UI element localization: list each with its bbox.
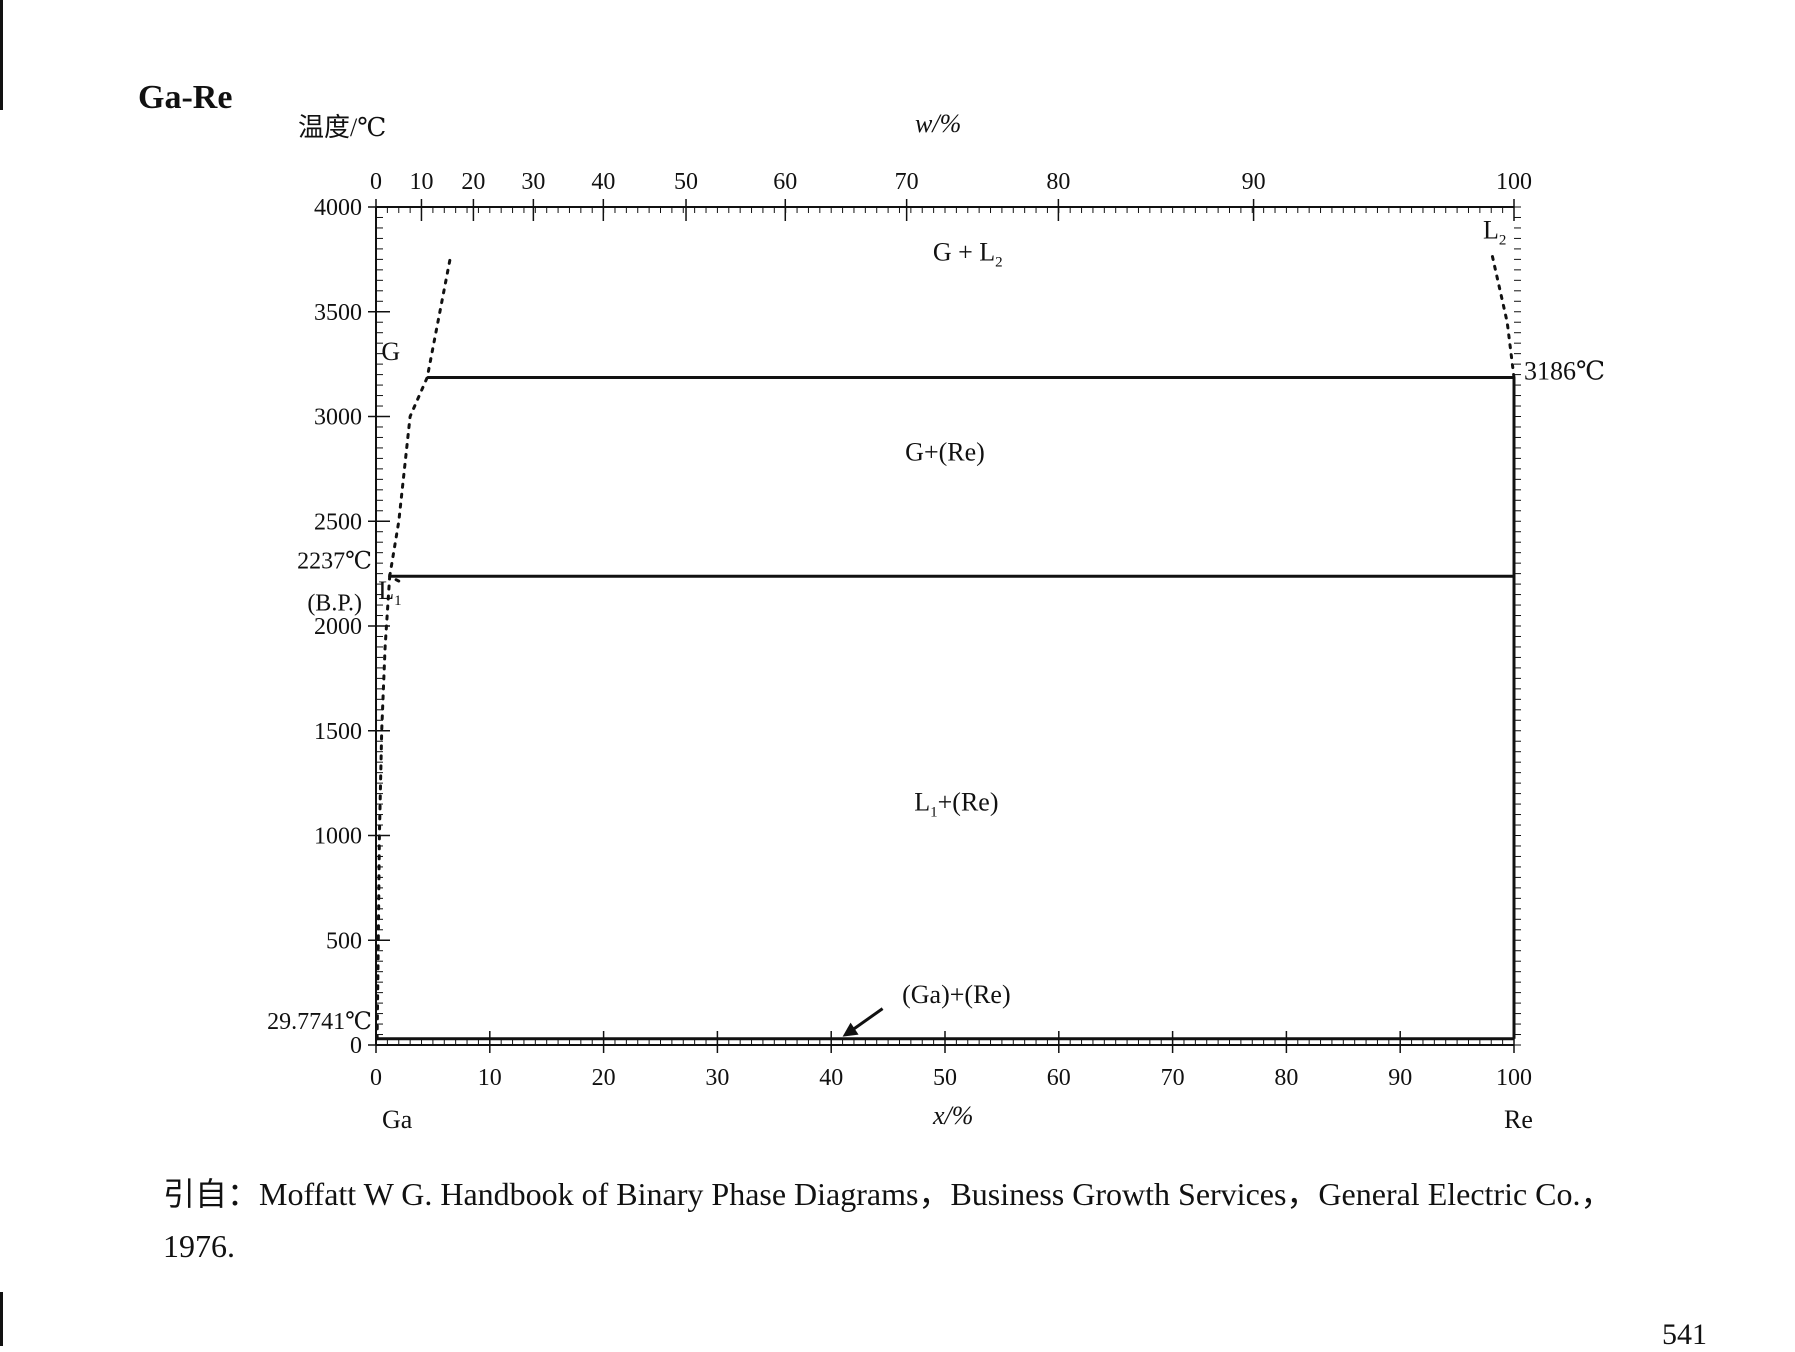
special-temperature-labels: 29.7741℃ 2237℃ (B.P.) 3186℃ xyxy=(267,357,1605,1035)
bottom-axis-ticks: 0 10 20 30 40 50 60 70 80 90 100 xyxy=(370,1031,1532,1091)
y-tick-label: 4000 xyxy=(314,195,362,221)
top-tick-label: 30 xyxy=(521,169,545,195)
y-tick-label: 1000 xyxy=(314,824,362,850)
y-tick-label: 2500 xyxy=(314,509,362,535)
y-tick-label: 0 xyxy=(350,1033,362,1059)
boiling-temp-label: 2237℃ xyxy=(297,548,372,574)
scan-edge-top xyxy=(0,0,3,110)
phase-boundaries xyxy=(375,249,1516,1041)
phase-label: L1+(Re) xyxy=(914,787,998,820)
phase-label: (Ga)+(Re) xyxy=(902,980,1011,1009)
top-tick-label: 0 xyxy=(370,169,382,195)
top-axis-label: w/% xyxy=(915,109,961,138)
diagram-title: Ga-Re xyxy=(138,79,232,116)
y-axis-label: 温度/℃ xyxy=(298,113,386,142)
y-tick-label: 3000 xyxy=(314,405,362,431)
x-tick-label: 90 xyxy=(1388,1065,1412,1091)
top-tick-label: 90 xyxy=(1242,169,1266,195)
component-left-label: Ga xyxy=(382,1105,413,1134)
citation-line-1: 引自：Moffatt W G. Handbook of Binary Phase… xyxy=(163,1176,1613,1212)
x-tick-label: 50 xyxy=(933,1065,957,1091)
minor-ticks xyxy=(375,206,1521,1046)
phase-label: G xyxy=(381,337,400,366)
eutectic-arrow xyxy=(842,1007,884,1037)
top-tick-label: 100 xyxy=(1496,169,1532,195)
y-tick-label: 2000 xyxy=(314,614,362,640)
scan-edge-bottom xyxy=(0,1292,3,1346)
arrow-head xyxy=(842,1022,859,1037)
boundary-line xyxy=(388,257,452,578)
x-tick-label: 60 xyxy=(1047,1065,1071,1091)
x-tick-label: 80 xyxy=(1274,1065,1298,1091)
phase-region-labels: G + L2 G+(Re) L1+(Re) (Ga)+(Re) G L1 L2 xyxy=(378,215,1506,1009)
top-tick-label: 10 xyxy=(409,169,433,195)
phase-label: G+(Re) xyxy=(905,437,985,466)
top-tick-label: 50 xyxy=(674,169,698,195)
top-tick-label: 70 xyxy=(895,169,919,195)
boundary-line xyxy=(1489,249,1516,379)
x-tick-label: 30 xyxy=(705,1065,729,1091)
phase-label: G + L2 xyxy=(933,237,1003,270)
y-tick-label: 1500 xyxy=(314,719,362,745)
x-tick-label: 100 xyxy=(1496,1065,1532,1091)
phase-label: L1 xyxy=(378,576,401,609)
y-tick-label: 3500 xyxy=(314,300,362,326)
x-tick-label: 10 xyxy=(478,1065,502,1091)
eutectic-temp-label: 29.7741℃ xyxy=(267,1009,372,1035)
x-tick-label: 40 xyxy=(819,1065,843,1091)
page-number: 541 xyxy=(1662,1318,1707,1351)
top-tick-label: 60 xyxy=(773,169,797,195)
citation-line-2: 1976. xyxy=(163,1228,235,1264)
y-axis-ticks: 0 500 1000 1500 2000 2500 3000 3500 4000 xyxy=(314,195,390,1059)
top-tick-label: 80 xyxy=(1046,169,1070,195)
boiling-point-label: (B.P.) xyxy=(307,590,362,616)
x-tick-label: 0 xyxy=(370,1065,382,1091)
phase-label: L2 xyxy=(1483,215,1506,248)
citation: 引自：Moffatt W G. Handbook of Binary Phase… xyxy=(163,1168,1763,1272)
boundary-line xyxy=(375,573,406,1041)
top-axis-ticks: 0 10 20 30 40 50 60 70 80 90 100 xyxy=(370,169,1532,221)
upper-temp-label: 3186℃ xyxy=(1524,357,1605,386)
bottom-axis-label: x/% xyxy=(932,1101,973,1130)
plot-frame xyxy=(375,206,1514,1046)
top-tick-label: 40 xyxy=(591,169,615,195)
x-tick-label: 70 xyxy=(1161,1065,1185,1091)
y-tick-label: 500 xyxy=(326,928,362,954)
top-tick-label: 20 xyxy=(461,169,485,195)
x-tick-label: 20 xyxy=(592,1065,616,1091)
component-right-label: Re xyxy=(1504,1105,1533,1134)
